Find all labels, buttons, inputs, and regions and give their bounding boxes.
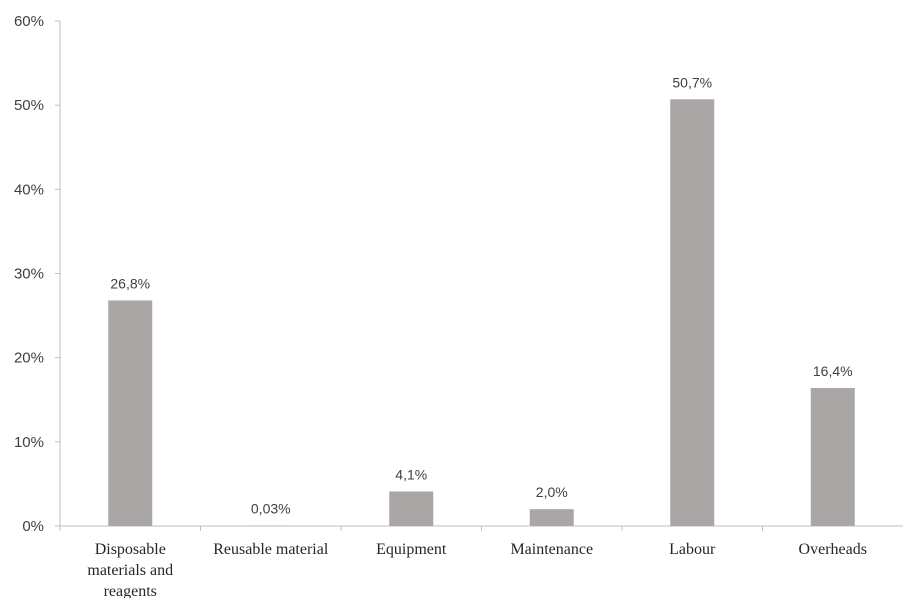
y-tick-label: 60%	[14, 13, 44, 30]
data-label: 2,0%	[536, 484, 568, 500]
category-label: reagents	[104, 583, 157, 598]
category-label: Reusable material	[213, 541, 329, 558]
y-tick-label: 50%	[14, 97, 44, 114]
data-label: 50,7%	[672, 74, 712, 90]
x-axis	[59, 525, 903, 531]
y-tick-label: 0%	[22, 518, 44, 535]
data-label: 0,03%	[251, 501, 291, 517]
y-tick-label: 30%	[14, 266, 44, 283]
y-tick-label: 20%	[14, 350, 44, 367]
category-label: Labour	[669, 541, 716, 558]
category-label: Maintenance	[510, 541, 593, 558]
category-label: Overheads	[799, 541, 867, 558]
category-label: Equipment	[376, 541, 447, 558]
bar	[670, 99, 715, 527]
bar	[529, 509, 574, 526]
bar	[810, 387, 855, 526]
data-label: 4,1%	[395, 466, 427, 482]
bar	[389, 491, 434, 526]
data-label: 26,8%	[110, 275, 150, 291]
category-label: Disposable	[95, 541, 166, 558]
bar	[108, 300, 153, 526]
category-label: materials and	[87, 562, 173, 579]
data-label: 16,4%	[813, 363, 853, 379]
y-tick-label: 10%	[14, 434, 44, 451]
bars	[108, 99, 855, 527]
data-labels: 26,8% 0,03% 4,1% 2,0% 50,7% 16,4%	[110, 74, 852, 516]
y-tick-label: 40%	[14, 181, 44, 198]
category-labels: Disposable materials and reagents Reusable …	[87, 541, 867, 598]
y-axis: 0% 10% 20% 30% 40% 50% 60%	[14, 13, 61, 535]
